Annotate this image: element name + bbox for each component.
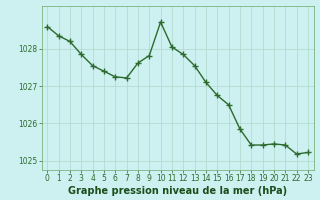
X-axis label: Graphe pression niveau de la mer (hPa): Graphe pression niveau de la mer (hPa) xyxy=(68,186,287,196)
